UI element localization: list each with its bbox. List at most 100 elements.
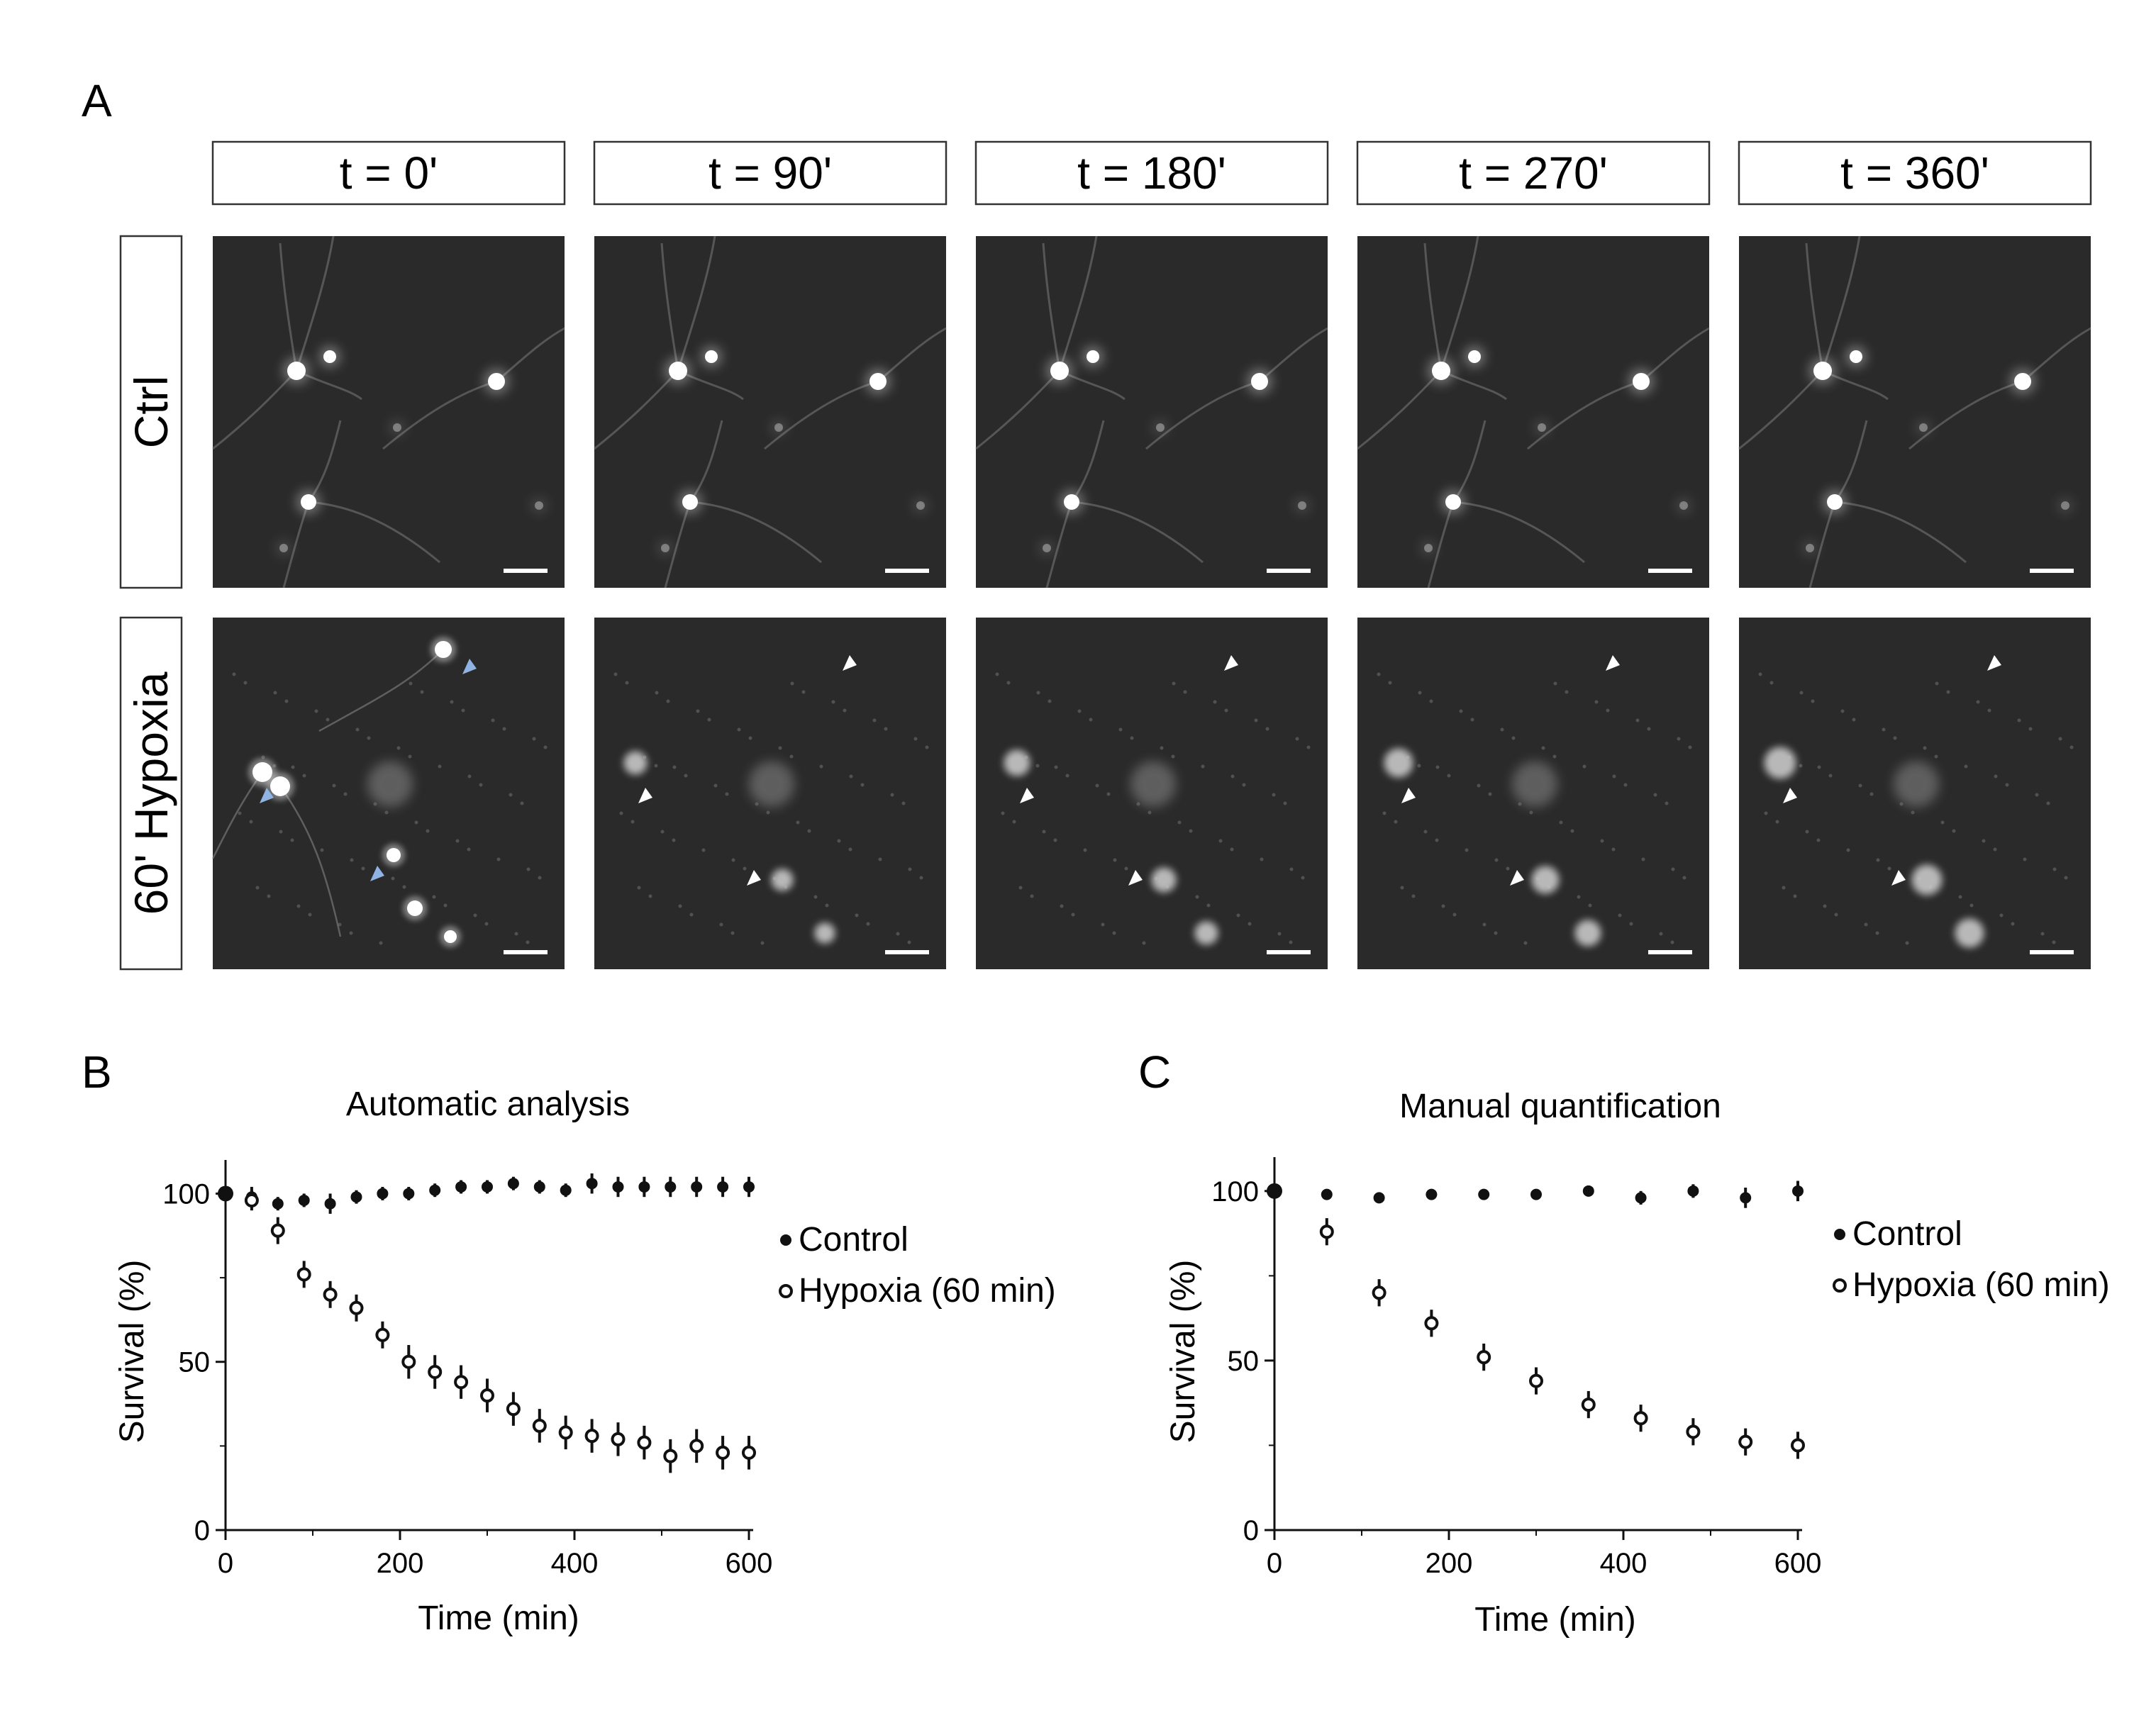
cell-body [1577, 922, 1599, 944]
cell-body [916, 501, 925, 510]
debris-dot [1494, 858, 1499, 862]
neurite [1821, 235, 1861, 372]
debris-dot [1018, 886, 1023, 890]
cell-glow [1152, 419, 1169, 436]
debris-dot [2023, 857, 2027, 861]
debris-dot [461, 708, 465, 713]
cell-body [1633, 373, 1650, 390]
debris-dot [1570, 829, 1574, 833]
debris-dot [1769, 681, 1774, 685]
legend-marker [780, 1234, 791, 1246]
nucleus-blob [1894, 761, 1939, 807]
data-point [689, 1439, 704, 1453]
image-tiles [211, 235, 2091, 969]
debris-dot [1054, 765, 1058, 769]
debris-dot [1265, 727, 1269, 731]
debris-dot [1012, 820, 1016, 824]
cell-glow [1038, 540, 1055, 557]
panel-label-b: B [82, 1047, 112, 1098]
debris-dot [1053, 838, 1057, 842]
debris-dot [1964, 764, 1968, 769]
debris-dot [678, 904, 682, 908]
series-control [218, 1173, 755, 1214]
debris-dot [1612, 774, 1616, 779]
debris-dot [443, 903, 448, 908]
data-point [1633, 1411, 1648, 1426]
debris-dot [1189, 829, 1193, 833]
debris-dot [491, 718, 495, 722]
y-tick-label: 100 [1211, 1176, 1259, 1207]
cell-body [488, 373, 505, 390]
cell-body [626, 753, 645, 773]
debris-dot [1254, 718, 1258, 722]
debris-dot [2017, 718, 2021, 722]
ctrl-image-tile [1738, 235, 2091, 588]
debris-dot [1911, 810, 1915, 815]
data-point [1686, 1424, 1701, 1439]
image-background [1357, 236, 1709, 588]
time-label-box: t = 90' [593, 140, 948, 206]
panel-a-image-grid: t = 0' t = 90' t = 180' t = 270' t = 360' Ct… [119, 140, 2092, 971]
nucleus-blob [749, 761, 794, 807]
data-point [663, 1449, 678, 1463]
debris-dot [1834, 913, 1838, 917]
data-point [480, 1388, 494, 1403]
neurite [308, 501, 440, 564]
image-background [594, 236, 946, 588]
debris-dot [496, 857, 501, 861]
x-tick-label: 600 [726, 1548, 773, 1579]
arrowhead-icon [1891, 870, 1906, 886]
debris-dot [1001, 811, 1005, 815]
debris-dot [1969, 903, 1974, 908]
debris-dot [855, 913, 859, 917]
data-point [429, 1184, 441, 1196]
cell-body [1043, 544, 1051, 552]
arrowhead-icon [1128, 870, 1143, 886]
cell-glow [1801, 540, 1818, 557]
cell-body [816, 925, 833, 942]
debris-dot [2052, 867, 2057, 871]
debris-dot [1653, 793, 1657, 797]
debris-dot [1494, 931, 1498, 935]
debris-dot [1641, 857, 1645, 861]
debris-dot [1124, 866, 1128, 871]
chart-manual-quantification: Manual quantification Time (min) Surviva… [1165, 1088, 2110, 1639]
data-point [298, 1194, 310, 1206]
debris-dot [1230, 774, 1235, 779]
debris-dot [1899, 802, 1904, 806]
debris-dot [1811, 699, 1815, 703]
legend: Control Hypoxia (60 min) [779, 1221, 1056, 1310]
debris-dot [1423, 830, 1428, 834]
debris-dot [1993, 847, 1997, 852]
data-point [560, 1184, 572, 1196]
debris-dot [737, 727, 741, 732]
debris-dot [1823, 904, 1827, 908]
debris-dot [320, 848, 324, 852]
cell-body [287, 362, 306, 380]
data-point [1426, 1188, 1438, 1200]
debris-dot [1529, 810, 1533, 815]
panel-label-a: A [82, 75, 112, 126]
debris-dot [338, 922, 342, 927]
debris-dot [402, 885, 406, 889]
debris-dot [1242, 783, 1246, 787]
debris-dot [1764, 811, 1768, 815]
cell-body [1813, 362, 1832, 380]
debris-dot [648, 894, 652, 898]
debris-dot [2035, 793, 2039, 797]
data-point [1319, 1224, 1334, 1239]
time-label: t = 270' [1459, 147, 1608, 199]
data-point [1373, 1192, 1385, 1204]
cell-body [1156, 423, 1165, 432]
condition-label: 60' Hypoxia [125, 671, 177, 915]
cell-body [1432, 362, 1450, 380]
debris-dot [878, 857, 882, 861]
debris-dot [713, 783, 718, 788]
debris-dot [479, 783, 483, 787]
neurite [1058, 235, 1098, 372]
debris-dot [1118, 727, 1123, 732]
debris-dot [332, 783, 336, 788]
debris-dot [1799, 691, 1804, 695]
debris-dot [1048, 699, 1052, 703]
debris-dot [1136, 802, 1140, 806]
